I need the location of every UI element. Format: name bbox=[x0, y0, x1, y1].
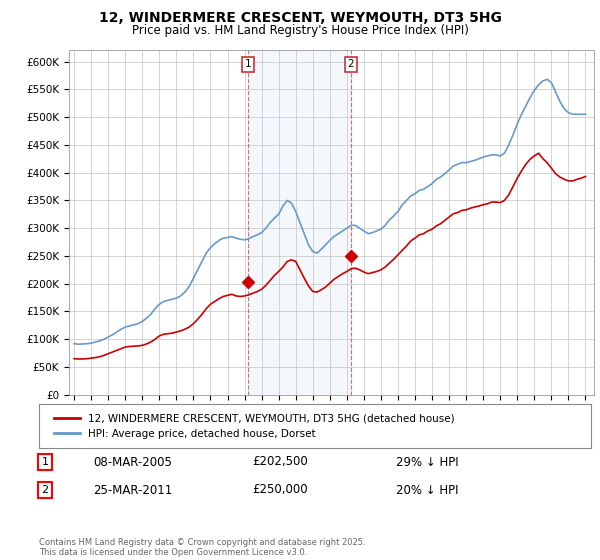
Text: 1: 1 bbox=[244, 59, 251, 69]
Text: 2: 2 bbox=[347, 59, 354, 69]
Legend: 12, WINDERMERE CRESCENT, WEYMOUTH, DT3 5HG (detached house), HPI: Average price,: 12, WINDERMERE CRESCENT, WEYMOUTH, DT3 5… bbox=[50, 409, 459, 443]
Text: 2: 2 bbox=[41, 485, 49, 495]
Text: Contains HM Land Registry data © Crown copyright and database right 2025.
This d: Contains HM Land Registry data © Crown c… bbox=[39, 538, 365, 557]
Text: 25-MAR-2011: 25-MAR-2011 bbox=[93, 483, 172, 497]
Text: £250,000: £250,000 bbox=[252, 483, 308, 497]
Text: 1: 1 bbox=[41, 457, 49, 467]
Text: 29% ↓ HPI: 29% ↓ HPI bbox=[396, 455, 458, 469]
Text: £202,500: £202,500 bbox=[252, 455, 308, 469]
Text: Price paid vs. HM Land Registry's House Price Index (HPI): Price paid vs. HM Land Registry's House … bbox=[131, 24, 469, 36]
Text: 08-MAR-2005: 08-MAR-2005 bbox=[93, 455, 172, 469]
Text: 12, WINDERMERE CRESCENT, WEYMOUTH, DT3 5HG: 12, WINDERMERE CRESCENT, WEYMOUTH, DT3 5… bbox=[98, 11, 502, 25]
Bar bbox=[248, 50, 351, 395]
Text: 20% ↓ HPI: 20% ↓ HPI bbox=[396, 483, 458, 497]
